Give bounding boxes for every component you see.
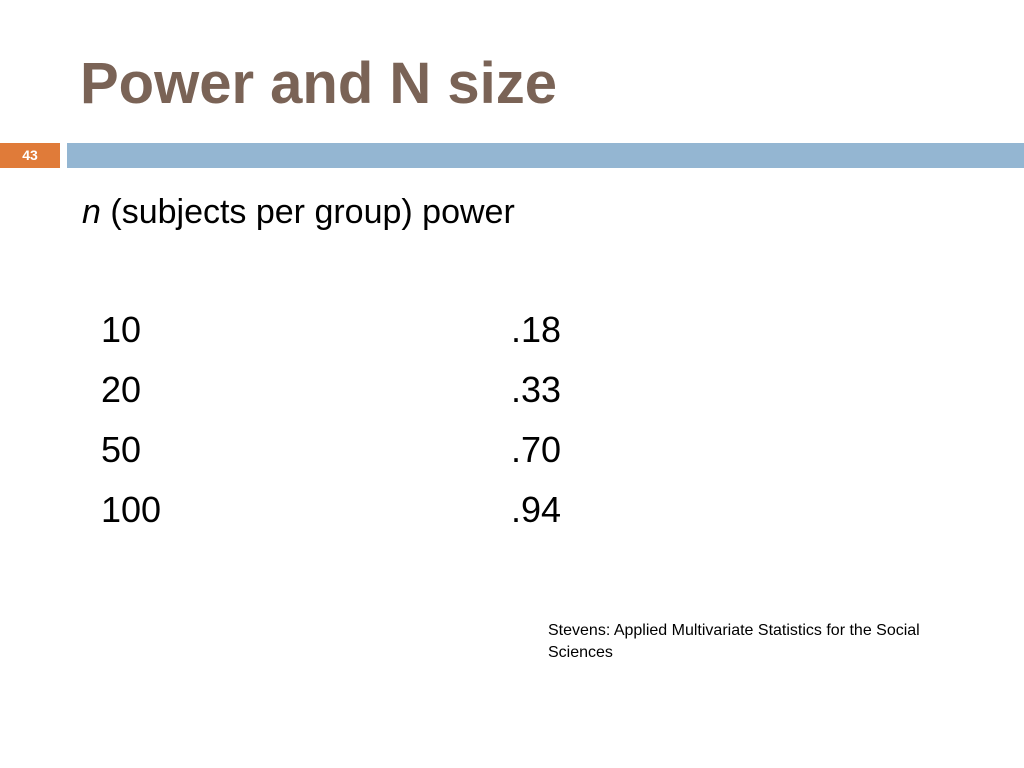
column-header: n (subjects per group) power bbox=[82, 188, 515, 236]
table-row: 100 .94 bbox=[101, 486, 621, 546]
power-value: .33 bbox=[511, 369, 562, 410]
slide-number: 43 bbox=[0, 143, 60, 168]
citation: Stevens: Applied Multivariate Statistics… bbox=[548, 622, 920, 661]
n-value: 100 bbox=[101, 489, 162, 530]
n-value: 20 bbox=[101, 369, 142, 410]
power-value: .18 bbox=[511, 309, 562, 350]
n-value: 50 bbox=[101, 429, 142, 470]
slide-title: Power and N size bbox=[80, 51, 558, 116]
table-row: 50 .70 bbox=[101, 426, 621, 486]
n-variable: n bbox=[82, 193, 101, 231]
power-value: .70 bbox=[511, 429, 562, 470]
n-value: 10 bbox=[101, 309, 142, 350]
table-row: 10 .18 bbox=[101, 306, 621, 366]
column-header-text: (subjects per group) power bbox=[100, 193, 515, 231]
power-value: .94 bbox=[511, 489, 562, 530]
header-bar bbox=[67, 143, 1024, 168]
data-table: 10 .18 20 .33 50 .70 100 .94 bbox=[101, 306, 621, 546]
table-row: 20 .33 bbox=[101, 366, 621, 426]
